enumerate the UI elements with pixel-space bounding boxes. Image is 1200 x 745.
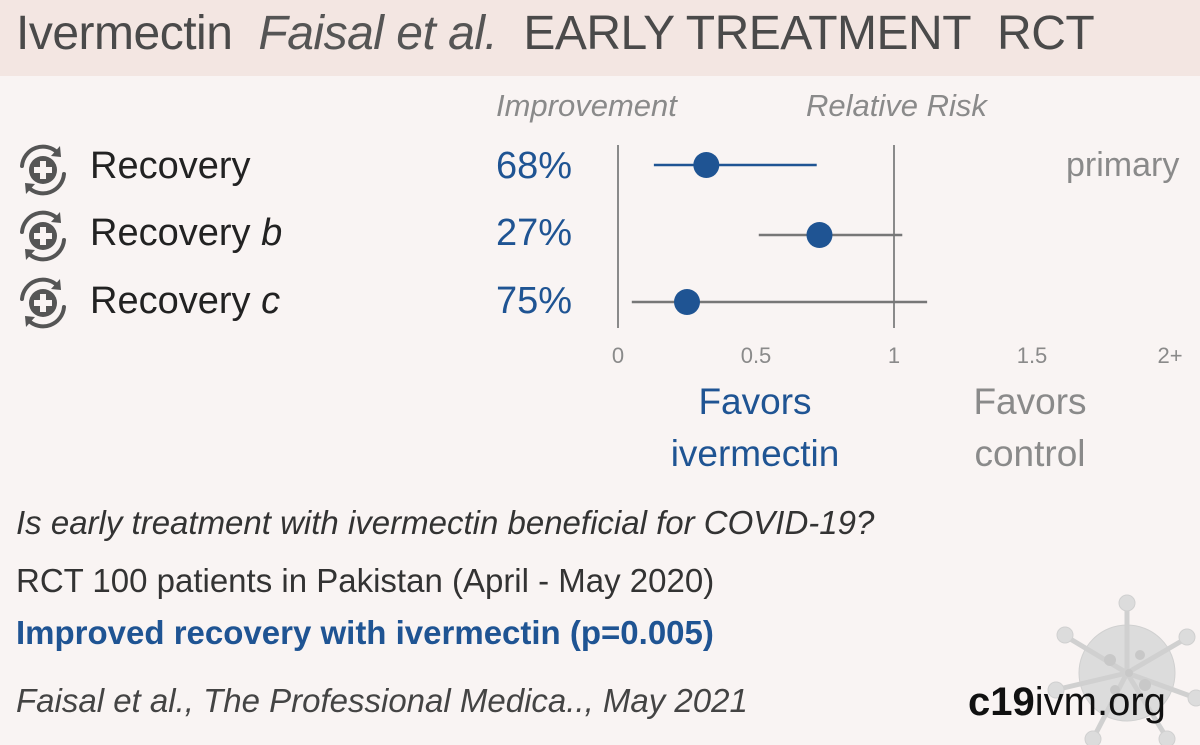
improvement-value: 75% (496, 280, 573, 322)
virus-icon (1047, 594, 1200, 745)
x-tick-label: 2+ (1157, 343, 1182, 368)
primary-outcome-label: primary (1066, 146, 1180, 184)
study-conclusion: Improved recovery with ivermectin (p=0.0… (16, 614, 714, 651)
study-design: RCT (997, 7, 1095, 60)
improvement-column-header: Improvement (496, 88, 677, 123)
favors-ivermectin-label: Favors ivermectin (670, 381, 840, 474)
improvement-value: 27% (496, 212, 573, 254)
forest-plot: 0 0.5 1 1.5 2+ (612, 145, 1183, 368)
effect-point (674, 289, 700, 315)
drug-name: Ivermectin (16, 7, 233, 60)
effect-point (693, 152, 720, 178)
recovery-icon (20, 144, 66, 196)
outcome-label: Recovery c (90, 280, 281, 322)
treatment-stage: EARLY TREATMENT (523, 7, 972, 60)
study-question: Is early treatment with ivermectin benef… (16, 504, 875, 541)
improvement-value: 68% (496, 145, 573, 187)
effect-point (806, 222, 833, 248)
outcome-label: Recovery b (90, 212, 283, 254)
favors-control-label: Favors control (973, 381, 1087, 474)
x-tick-label: 1.5 (1017, 343, 1048, 368)
site-logo: c19ivm.org (968, 680, 1166, 724)
relative-risk-column-header: Relative Risk (806, 88, 987, 123)
study-citation: Faisal et al., The Professional Medica..… (16, 682, 748, 719)
recovery-icon (20, 210, 66, 262)
x-tick-label: 0.5 (741, 343, 772, 368)
title-bar: Ivermectin Faisal et al. EARLY TREATMENT RC… (0, 0, 1200, 76)
x-tick-label: 1 (888, 343, 900, 368)
outcome-label: Recovery (90, 145, 251, 187)
study-design-summary: RCT 100 patients in Pakistan (April - Ma… (16, 562, 715, 599)
x-tick-label: 0 (612, 343, 624, 368)
recovery-icon (20, 277, 66, 329)
study-authors: Faisal et al. (258, 7, 498, 60)
page-title: Ivermectin Faisal et al. EARLY TREATMENT RC… (16, 6, 1095, 61)
